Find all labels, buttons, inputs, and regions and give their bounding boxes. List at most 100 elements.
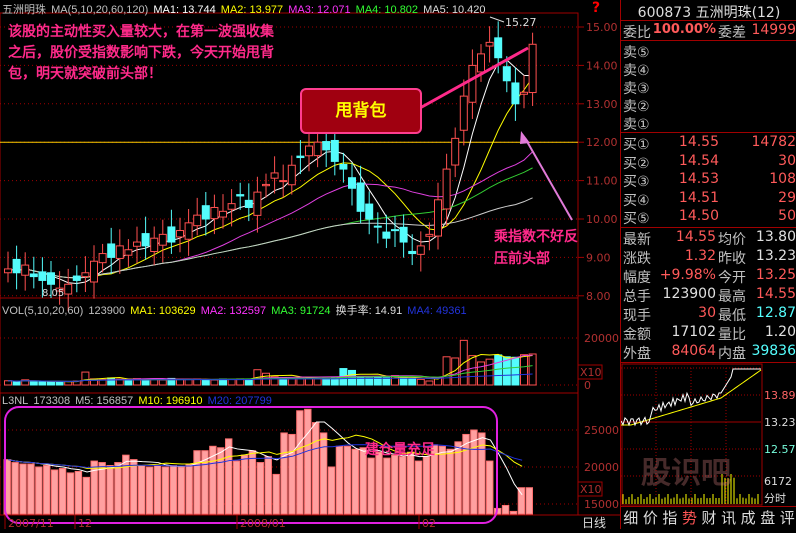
volume-bar bbox=[366, 378, 373, 385]
candle bbox=[159, 234, 166, 245]
buy-price: 14.55 bbox=[663, 134, 719, 152]
sell-level: 卖② bbox=[623, 96, 796, 114]
mini-tick-label: 13.23 bbox=[764, 416, 796, 429]
candle bbox=[30, 274, 37, 277]
indicator-bar bbox=[502, 505, 508, 514]
candle bbox=[512, 83, 519, 104]
label: 委比 bbox=[623, 22, 652, 40]
indicator-bar bbox=[75, 471, 81, 514]
tab-3[interactable]: 势 bbox=[680, 507, 700, 529]
volume-bar bbox=[39, 382, 46, 385]
candle bbox=[177, 231, 184, 237]
buy-volume: 14782 bbox=[719, 134, 796, 152]
ma5-value: MA5: 10.420 bbox=[423, 4, 485, 16]
help-icon[interactable]: ? bbox=[592, 0, 600, 16]
annotation-line: 之后，股价受指数影响下跌，今天开始甩背 bbox=[8, 43, 274, 64]
candle bbox=[228, 204, 235, 210]
vol-tick-label: 20000 bbox=[584, 332, 619, 345]
candle bbox=[297, 156, 304, 157]
indicator-bar bbox=[12, 463, 18, 514]
tab-5[interactable]: 讯 bbox=[719, 507, 739, 529]
candle bbox=[91, 261, 98, 282]
candle bbox=[383, 232, 390, 238]
sell-label: 卖② bbox=[623, 96, 663, 114]
label: 委差 bbox=[718, 22, 747, 40]
tab-7[interactable]: 盘 bbox=[758, 507, 778, 529]
weicha-value: 14999 bbox=[747, 22, 796, 40]
indicator-bar bbox=[257, 463, 263, 514]
ind-label: L3NL bbox=[2, 395, 28, 407]
price-tick-label: 9.00 bbox=[586, 251, 611, 264]
ind-tick-label: 15000 bbox=[584, 498, 619, 511]
stat-value: 12.87 bbox=[747, 305, 796, 323]
ma60-line bbox=[8, 198, 533, 278]
indicator-bar bbox=[170, 466, 176, 514]
candle bbox=[116, 246, 123, 259]
sell-level: 卖⑤ bbox=[623, 42, 796, 60]
stat-value: 14.55 bbox=[652, 229, 716, 247]
candle bbox=[108, 244, 115, 257]
indicator-bar bbox=[415, 461, 421, 514]
candle bbox=[486, 42, 493, 46]
tab-8[interactable]: 评 bbox=[778, 507, 796, 529]
indicator-bar bbox=[273, 474, 279, 514]
candle bbox=[280, 181, 287, 182]
volume-bar bbox=[409, 379, 416, 385]
stat-label: 今开 bbox=[718, 267, 747, 285]
volume-bar bbox=[469, 356, 476, 385]
price-tick-label: 13.00 bbox=[586, 98, 618, 111]
weibi-value: 100.00% bbox=[652, 22, 716, 40]
tab-2[interactable]: 指 bbox=[660, 507, 680, 529]
ind-tick-label: 20000 bbox=[584, 461, 619, 474]
tab-4[interactable]: 财 bbox=[699, 507, 719, 529]
tab-1[interactable]: 价 bbox=[641, 507, 661, 529]
indicator-bar bbox=[447, 449, 453, 514]
indicator-bar bbox=[368, 458, 374, 514]
annotation-line: 该股的主动性买入量较大，在第一波强收集 bbox=[8, 22, 274, 43]
tab-6[interactable]: 成 bbox=[738, 507, 758, 529]
ma5-line bbox=[8, 60, 533, 283]
price-tick-label: 12.00 bbox=[586, 136, 618, 149]
buy-label: 买⑤ bbox=[623, 208, 663, 226]
volume-bar bbox=[512, 357, 519, 385]
stat-value: 1.32 bbox=[652, 248, 716, 266]
tab-0[interactable]: 细 bbox=[621, 507, 641, 529]
candle bbox=[469, 65, 476, 102]
candle bbox=[349, 178, 356, 189]
candle bbox=[426, 234, 433, 236]
candle bbox=[503, 67, 510, 81]
stat-label: 内盘 bbox=[718, 343, 747, 361]
arrow-annotation: 乘指数不好反 压前头部 bbox=[494, 226, 578, 270]
buy-label: 买② bbox=[623, 153, 663, 171]
volume-bar bbox=[245, 380, 252, 385]
candle bbox=[314, 142, 321, 155]
candle bbox=[48, 273, 55, 285]
indicator-bar bbox=[20, 464, 26, 514]
stat-value: 84064 bbox=[652, 343, 716, 361]
ind-m5: M5: 156857 bbox=[75, 395, 133, 407]
indicator-bar bbox=[439, 446, 445, 514]
volume-bar bbox=[486, 359, 493, 385]
stat-value: 13.80 bbox=[747, 229, 796, 247]
ma3-value: MA3: 12.071 bbox=[288, 4, 350, 16]
volume-bar bbox=[56, 382, 63, 385]
indicator-bar bbox=[59, 468, 65, 514]
vol-value: 123900 bbox=[88, 305, 125, 317]
stat-value: 13.23 bbox=[747, 248, 796, 266]
ind-m10: M10: 196910 bbox=[138, 395, 202, 407]
stat-value: +9.98% bbox=[652, 267, 716, 285]
stat-label: 幅度 bbox=[623, 267, 652, 285]
stat-value: 13.25 bbox=[747, 267, 796, 285]
candle bbox=[357, 183, 364, 211]
candle bbox=[151, 238, 158, 251]
candle bbox=[331, 140, 338, 161]
indicator-bar bbox=[265, 457, 271, 514]
volume-bar bbox=[202, 380, 209, 385]
date-label: 02 bbox=[422, 517, 436, 529]
indicator-bar bbox=[249, 451, 255, 514]
